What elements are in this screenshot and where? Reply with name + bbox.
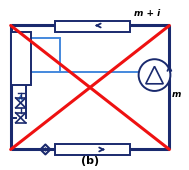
Circle shape: [139, 59, 170, 91]
Polygon shape: [146, 66, 163, 84]
Bar: [55, 21, 130, 32]
Text: m: m: [171, 90, 181, 99]
Text: m + i: m + i: [134, 8, 160, 18]
Bar: [11, 32, 31, 85]
Text: (b): (b): [81, 156, 99, 166]
Bar: [55, 143, 130, 155]
